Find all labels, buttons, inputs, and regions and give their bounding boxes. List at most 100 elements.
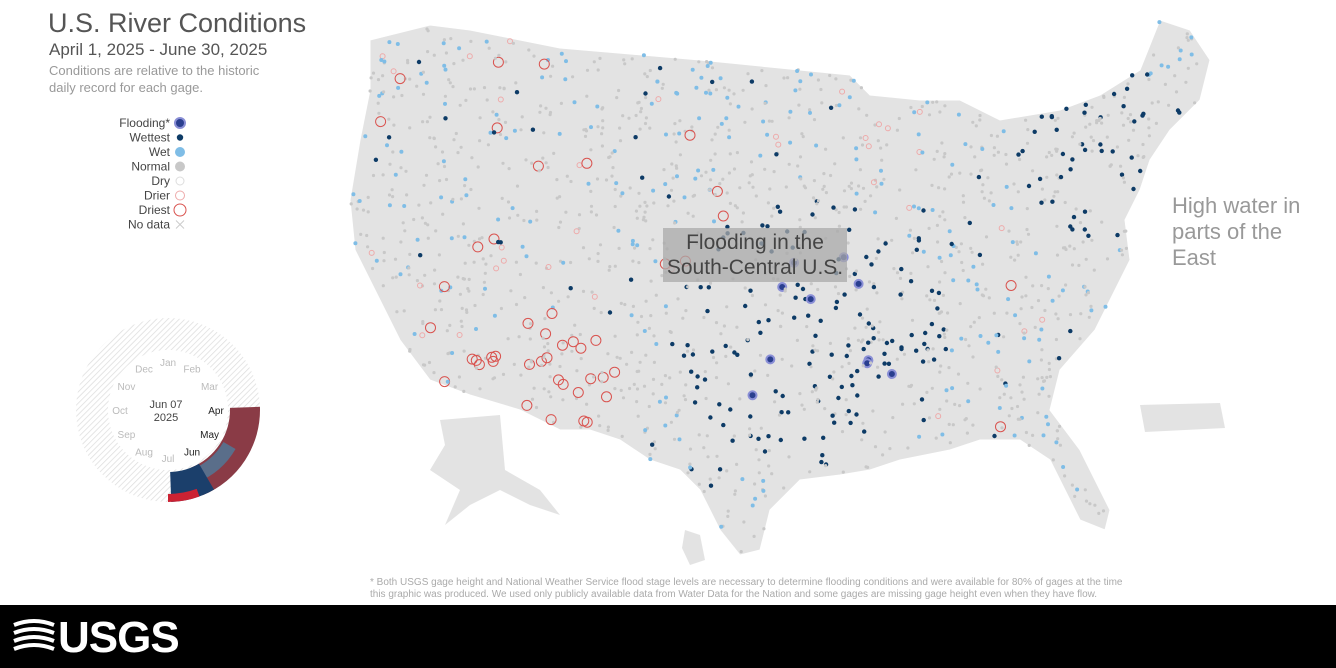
- legend-label: Wet: [149, 145, 171, 159]
- gage-dot: [595, 104, 600, 109]
- gage-dot: [696, 168, 701, 173]
- legend-label: Normal: [131, 160, 170, 174]
- gage-dot: [943, 218, 947, 222]
- gage-dot: [705, 308, 710, 314]
- gage-dot: [697, 433, 701, 437]
- gage-dot: [698, 285, 703, 290]
- gage-dot: [653, 259, 658, 264]
- gage-dot: [381, 236, 385, 240]
- gage-dot: [970, 250, 974, 254]
- gage-dot: [1089, 304, 1093, 308]
- gage-dot: [652, 360, 657, 364]
- gage-dot: [1185, 32, 1189, 36]
- gage-dot: [517, 335, 521, 339]
- gage-dot: [917, 434, 922, 439]
- gage-dot: [512, 362, 516, 366]
- gage-dot: [486, 143, 490, 147]
- gage-dot: [371, 71, 376, 75]
- gage-dot: [512, 128, 517, 133]
- gage-dot: [895, 128, 900, 132]
- gage-dot: [735, 325, 739, 329]
- gage-dot: [873, 445, 878, 449]
- gage-dot: [972, 320, 976, 324]
- gage-dot: [402, 204, 407, 208]
- gage-dot: [713, 192, 717, 197]
- gage-dot: [705, 64, 710, 68]
- gage-dot: [726, 514, 730, 519]
- gage-dot: [966, 278, 971, 283]
- gage-dot: [674, 90, 679, 95]
- gage-dot: [748, 174, 752, 178]
- gage-dot: [606, 352, 610, 356]
- gage-dot: [951, 423, 955, 427]
- gage-dot: [717, 402, 722, 407]
- gage-dot: [1058, 443, 1062, 447]
- gage-dot: [969, 325, 973, 329]
- gage-dot: [686, 471, 690, 475]
- gage-dot: [1054, 312, 1058, 316]
- gage-dot: [351, 192, 356, 197]
- gage-dot: [1077, 263, 1081, 267]
- gage-dot: [748, 414, 753, 419]
- gage-dot: [535, 209, 539, 213]
- gage-dot: [1141, 142, 1145, 147]
- gage-dot: [691, 348, 696, 352]
- gage-dot: [590, 290, 594, 294]
- gage-dot: [681, 353, 687, 358]
- gage-dot: [1147, 134, 1151, 138]
- gage-dot: [594, 213, 599, 217]
- gage-dot: [585, 68, 590, 72]
- gage-dot: [463, 261, 467, 265]
- gage-dot: [912, 402, 916, 406]
- gage-dot: [857, 312, 863, 317]
- gage-dot: [573, 323, 577, 327]
- gage-dot: [676, 297, 680, 301]
- gage-dot: [888, 447, 892, 451]
- gage-dot: [375, 116, 387, 128]
- gage-dot: [722, 324, 727, 328]
- gage-dot: [741, 88, 745, 92]
- gage-dot: [643, 72, 647, 76]
- gage-dot: [524, 158, 528, 162]
- gage-dot: [837, 210, 841, 215]
- gage-dot: [402, 309, 406, 313]
- gage-dot: [636, 414, 640, 418]
- gage-dot: [645, 204, 649, 208]
- gage-dot: [773, 389, 778, 394]
- gage-dot: [649, 314, 653, 318]
- gage-dot: [439, 195, 444, 200]
- gage-dot: [705, 434, 709, 438]
- gage-dot: [415, 279, 419, 283]
- gage-dot: [787, 116, 791, 120]
- gage-dot: [675, 166, 679, 170]
- gage-dot: [1004, 383, 1009, 388]
- gage-dot: [500, 196, 504, 200]
- gage-dot: [1037, 176, 1043, 182]
- gage-dot: [846, 337, 850, 341]
- gage-dot: [1013, 258, 1017, 262]
- gage-dot: [1083, 488, 1087, 492]
- gage-dot: [992, 433, 997, 439]
- gage-dot: [986, 340, 991, 345]
- gage-dot: [866, 321, 871, 326]
- gage-dot: [366, 210, 370, 214]
- gage-dot: [538, 110, 542, 114]
- gage-dot: [805, 325, 809, 329]
- gage-dot: [705, 60, 709, 64]
- gage-dot: [861, 346, 866, 352]
- gage-dot: [507, 216, 512, 220]
- logo[interactable]: USGS: [58, 613, 180, 662]
- gage-dot: [828, 341, 833, 345]
- gage-dot: [386, 135, 392, 140]
- gage-dot: [945, 328, 949, 332]
- gage-dot: [857, 184, 861, 188]
- gage-dot: [909, 332, 914, 338]
- gage-dot: [941, 210, 945, 214]
- gage-dot: [395, 310, 399, 314]
- gage-dot: [661, 82, 665, 86]
- gage-dot: [581, 157, 593, 169]
- gage-dot: [561, 341, 565, 345]
- gage-dot: [786, 410, 791, 415]
- gage-dot: [1040, 376, 1044, 380]
- gage-dot: [739, 550, 743, 554]
